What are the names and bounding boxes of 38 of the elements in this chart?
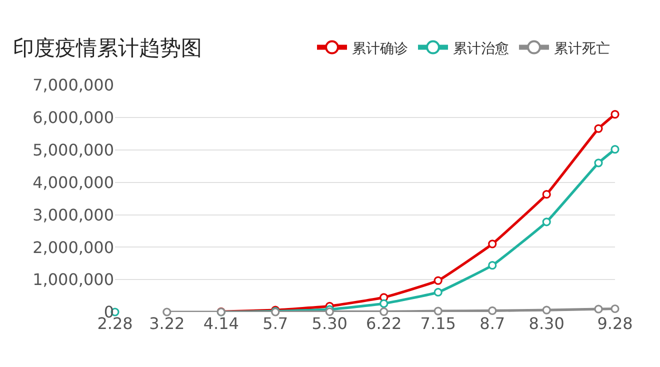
y-tick-label: 1,000,000 xyxy=(32,270,114,290)
point xyxy=(594,158,603,168)
point xyxy=(488,240,497,248)
x-tick-label: 5.30 xyxy=(312,314,348,333)
y-tick-label: 5,000,000 xyxy=(32,140,114,160)
x-tick-label: 7.15 xyxy=(420,314,456,333)
point xyxy=(380,307,388,316)
legend-label: 累计死亡 xyxy=(554,40,610,57)
point xyxy=(610,144,620,154)
point xyxy=(162,308,172,316)
x-tick-label: 6.22 xyxy=(366,314,402,333)
point xyxy=(610,110,620,119)
y-tick-label: 4,000,000 xyxy=(32,172,114,192)
point xyxy=(542,218,551,226)
y-tick-label: 2,000,000 xyxy=(32,238,114,257)
y-tick-label: 3,000,000 xyxy=(32,205,114,224)
chart-title: 印度疫情累计趋势图 xyxy=(13,36,202,60)
point xyxy=(434,306,442,316)
legend-label: 累计治愈 xyxy=(453,40,509,57)
point xyxy=(594,304,603,314)
point xyxy=(542,306,551,314)
point xyxy=(434,288,442,297)
legend-label: 累计确诊 xyxy=(352,40,408,57)
point xyxy=(488,261,497,270)
x-tick-label: 3.22 xyxy=(149,314,185,333)
point xyxy=(488,306,497,315)
point xyxy=(542,190,551,199)
point xyxy=(594,124,603,133)
y-tick-label: 7,000,000 xyxy=(32,76,114,95)
x-tick-label: 5.7 xyxy=(262,314,288,333)
point xyxy=(610,304,620,314)
y-tick-label: 6,000,000 xyxy=(32,108,114,128)
x-tick-label: 8.7 xyxy=(480,314,506,333)
x-tick-label: 8.30 xyxy=(528,314,564,333)
x-tick-label: 9.28 xyxy=(597,314,633,333)
point xyxy=(380,299,388,308)
x-tick-label: 4.14 xyxy=(203,314,239,333)
point xyxy=(434,276,442,285)
